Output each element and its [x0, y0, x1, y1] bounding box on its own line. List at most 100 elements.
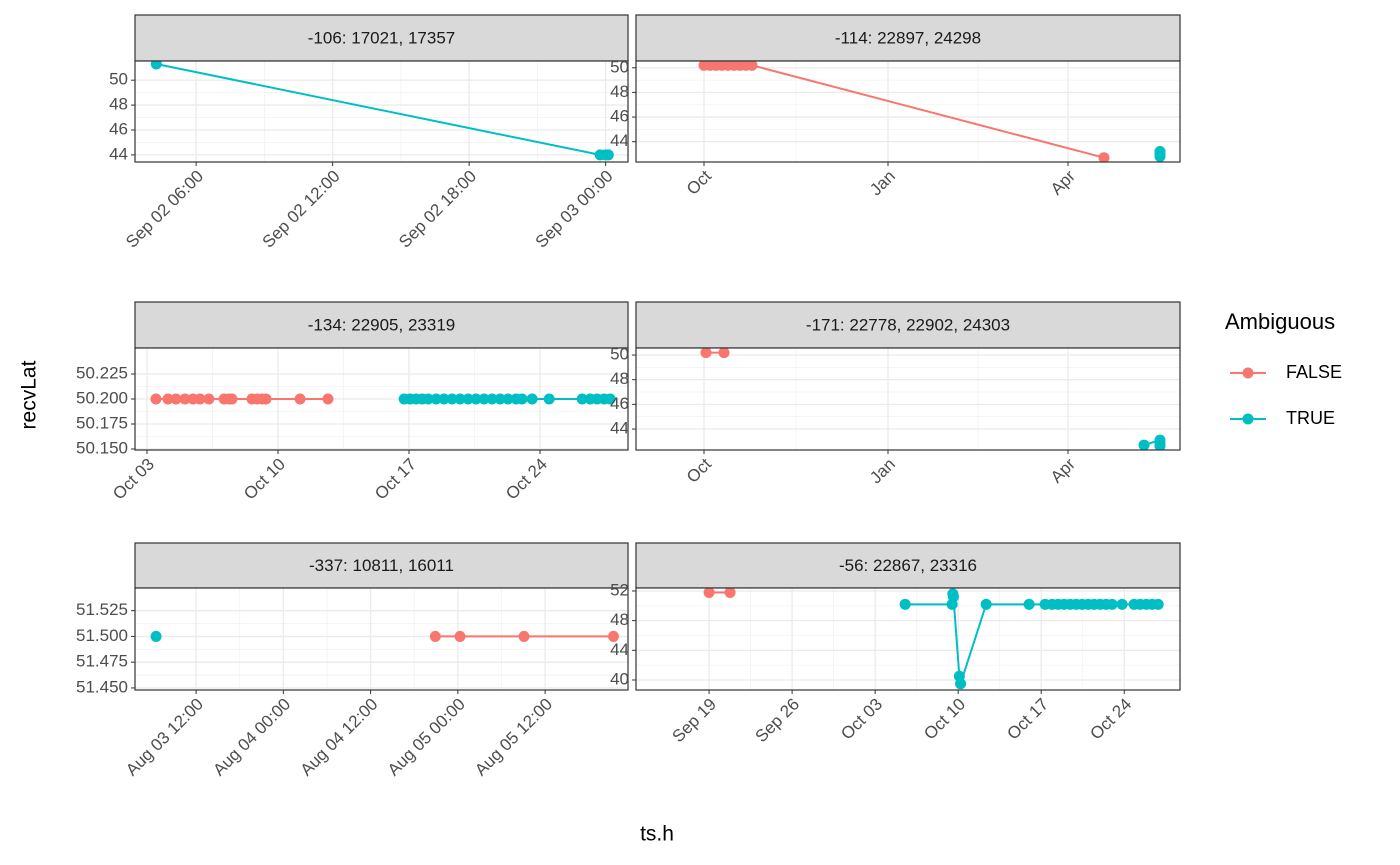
data-point: [422, 393, 434, 405]
y-tick-label: 50.200: [76, 388, 128, 407]
data-point: [1116, 598, 1128, 610]
data-point: [1023, 598, 1035, 610]
data-point: [602, 149, 614, 161]
y-tick-label: 40: [610, 669, 629, 688]
data-point: [454, 393, 466, 405]
y-tick-label: 44: [109, 144, 128, 163]
strip: [635, 542, 1181, 589]
panel-border: [635, 60, 1181, 163]
data-point: [1098, 152, 1110, 162]
data-point: [700, 348, 712, 359]
panel-border: [134, 60, 629, 163]
data-point: [576, 393, 588, 405]
data-point: [955, 678, 967, 690]
y-tick-label: 51.450: [76, 677, 128, 696]
data-point: [516, 393, 528, 405]
data-point: [170, 393, 182, 405]
data-point: [150, 61, 162, 70]
strip-label: -106: 17021, 17357: [308, 28, 455, 47]
data-point: [604, 393, 616, 405]
data-point: [518, 630, 530, 642]
y-tick-label: 50: [610, 57, 629, 76]
data-point: [322, 393, 334, 405]
legend-key-dot: [1242, 413, 1254, 425]
y-tick-label: 50: [610, 345, 629, 364]
y-tick-label: 50: [109, 70, 128, 89]
y-tick-label: 50.150: [76, 438, 128, 457]
data-point: [607, 630, 619, 642]
data-point: [486, 393, 498, 405]
panel: [135, 588, 628, 690]
y-tick-label: 51.500: [76, 626, 128, 645]
panel-border: [635, 587, 1181, 691]
data-point: [899, 598, 911, 610]
data-point: [179, 393, 191, 405]
data-point: [430, 393, 442, 405]
data-point: [1154, 150, 1166, 162]
data-point: [470, 393, 482, 405]
y-tick-label: 44: [610, 131, 629, 150]
data-point: [478, 393, 490, 405]
data-point: [980, 598, 992, 610]
panel: [636, 61, 1180, 162]
data-point: [150, 630, 162, 642]
data-point: [194, 393, 206, 405]
data-point: [162, 393, 174, 405]
data-point: [526, 393, 538, 405]
data-point: [947, 591, 959, 603]
strip: [134, 14, 629, 62]
panel-content: [636, 588, 1180, 690]
strip-label: -56: 22867, 23316: [839, 556, 977, 575]
strip: [134, 301, 629, 349]
strip-label: -337: 10811, 16011: [309, 556, 454, 575]
y-tick-label: 46: [610, 394, 629, 413]
data-point: [203, 393, 215, 405]
y-tick-label: 48: [109, 95, 128, 114]
data-point: [703, 588, 715, 598]
y-tick-label: 51.475: [76, 652, 128, 671]
data-point: [150, 393, 162, 405]
panel-content: [135, 588, 628, 690]
y-tick-label: 44: [610, 640, 629, 659]
strip: [134, 542, 629, 589]
strip-label: -114: 22897, 24298: [835, 28, 981, 47]
x-axis-title: ts.h: [640, 823, 674, 846]
panel-content: [636, 348, 1180, 450]
panel-border: [134, 347, 629, 451]
legend-title: Ambiguous: [1225, 309, 1335, 334]
strip: [635, 14, 1181, 62]
panel-content: [135, 348, 628, 450]
data-point: [260, 393, 272, 405]
data-point: [1138, 439, 1150, 450]
data-point: [724, 588, 736, 598]
data-point: [494, 393, 506, 405]
data-point: [1152, 598, 1164, 610]
data-point: [502, 393, 514, 405]
panel-border: [134, 587, 629, 691]
panel-content: [636, 61, 1180, 162]
y-tick-label: 48: [610, 369, 629, 388]
panel: [636, 348, 1180, 450]
legend-label: TRUE: [1286, 408, 1335, 428]
data-point: [462, 393, 474, 405]
y-tick-label: 44: [610, 419, 629, 438]
strip-label: -171: 22778, 22902, 24303: [806, 315, 1010, 334]
strip-label: -134: 22905, 23319: [308, 315, 455, 334]
data-point: [543, 393, 555, 405]
panel-content: [135, 61, 628, 162]
legend-label: FALSE: [1286, 362, 1342, 382]
legend-key-dot: [1242, 367, 1254, 379]
data-point: [446, 393, 458, 405]
data-point: [226, 393, 238, 405]
y-tick-label: 50.175: [76, 413, 128, 432]
y-tick-label: 51.525: [76, 600, 128, 619]
y-tick-label: 48: [610, 82, 629, 101]
data-point: [718, 348, 730, 359]
y-tick-label: 48: [610, 610, 629, 629]
panel-border: [635, 347, 1181, 451]
data-point: [438, 393, 450, 405]
data-point: [1106, 598, 1118, 610]
y-tick-label: 50.225: [76, 363, 128, 382]
data-point: [454, 630, 466, 642]
